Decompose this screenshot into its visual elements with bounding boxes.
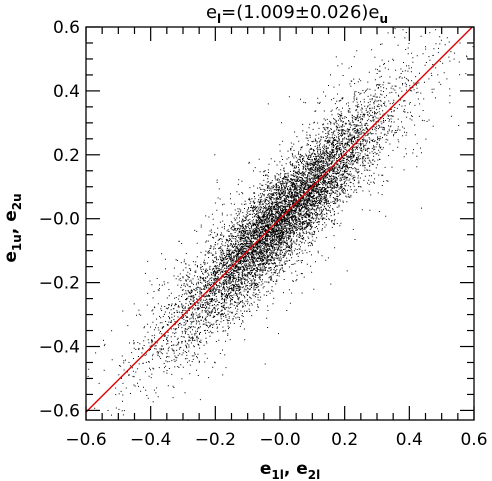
scatter-points xyxy=(87,28,474,421)
y-tick-label: 0.6 xyxy=(53,18,80,38)
y-tick-label: 0.2 xyxy=(53,146,80,166)
x-axis-label: e1l, e2l xyxy=(260,459,320,481)
y-tick-label: −0.0 xyxy=(39,210,80,230)
axis-ticks xyxy=(85,26,475,420)
x-tick-label: −0.2 xyxy=(195,430,236,450)
x-tick-labels: −0.6 −0.4 −0.2 −0.0 0.2 0.4 0.6 xyxy=(65,430,487,450)
y-tick-label: −0.4 xyxy=(39,338,80,358)
x-tick-label: −0.4 xyxy=(130,430,171,450)
chart-title: el=(1.009±0.026)eu xyxy=(206,2,388,26)
y-tick-label: 0.4 xyxy=(53,82,80,102)
plot-frame xyxy=(85,26,475,421)
x-tick-label: −0.6 xyxy=(65,430,106,450)
x-tick-label: 0.4 xyxy=(396,430,423,450)
x-tick-label: 0.6 xyxy=(460,430,487,450)
y-tick-labels: −0.6 −0.4 −0.2 −0.0 0.2 0.4 0.6 xyxy=(39,18,80,421)
y-tick-label: −0.2 xyxy=(39,274,80,294)
scatter-point-cloud xyxy=(87,28,474,421)
fit-line-group xyxy=(85,26,473,413)
x-tick-label: −0.0 xyxy=(259,430,300,450)
fit-line xyxy=(85,26,473,413)
x-tick-label: 0.2 xyxy=(331,430,358,450)
y-axis-label: e1u, e2u xyxy=(1,193,24,262)
y-tick-label: −0.6 xyxy=(39,401,80,421)
